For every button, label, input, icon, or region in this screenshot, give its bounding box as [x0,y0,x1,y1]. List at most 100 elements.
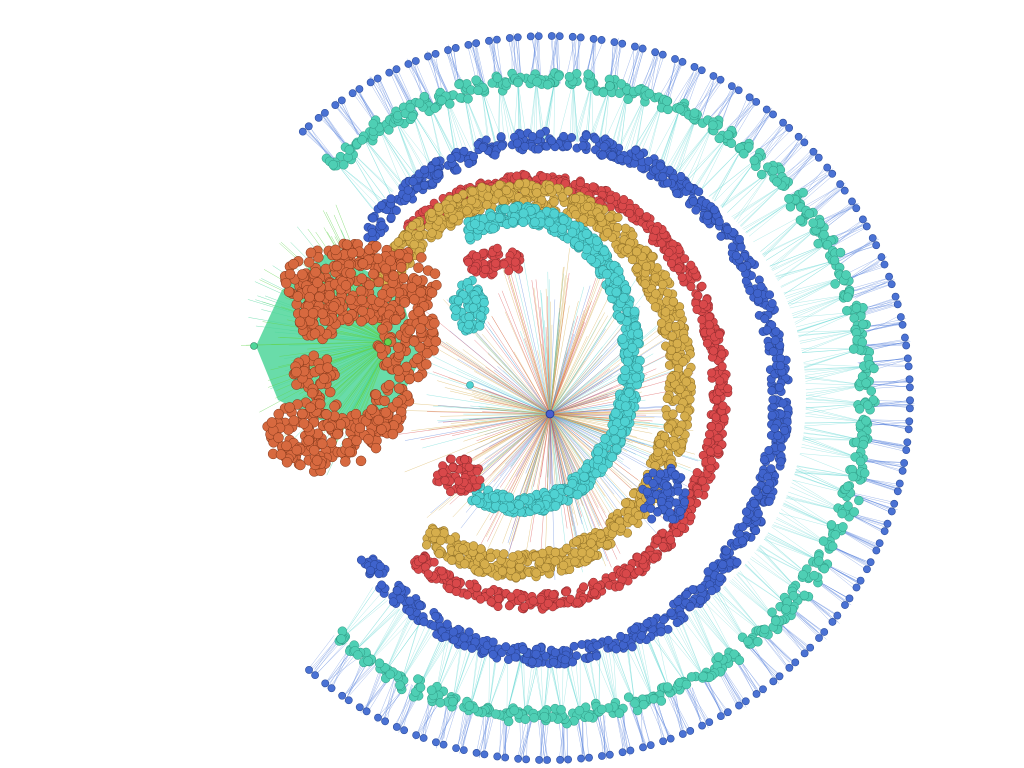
outer-node [452,744,460,753]
ring-edge [771,526,821,562]
outer-node [412,731,421,740]
teal-node [662,96,672,106]
teal-node [854,404,865,414]
ring-edge [684,135,729,180]
teal-node [842,305,852,316]
blue-node [531,649,541,659]
hub-edge [430,413,551,514]
ring-edge [488,649,491,711]
blue-node [567,133,577,142]
outer-node [880,527,889,536]
blue-node [590,134,600,144]
red-node [528,596,538,606]
hub-edge [549,335,588,415]
blue-node [490,150,500,160]
outer-node [373,74,382,83]
ring-edge [624,644,653,699]
spoke-edge [696,82,722,118]
hub-edge [514,257,551,415]
outer-node [659,737,668,746]
ring-edge [354,606,397,651]
ring-edge [800,330,859,344]
blue-node [459,633,469,643]
hub-edge [549,299,556,415]
outer-node [513,33,522,42]
red-node [465,579,475,589]
ring-edge [668,116,697,170]
hub-edge [537,350,551,415]
blue-node [568,657,578,667]
teal-node [808,218,818,228]
ring-edge [470,648,488,707]
blue-node [431,157,441,167]
hub-edge [549,309,585,415]
ring-edge [572,80,574,142]
blue-node [563,141,573,151]
spoke-edge [723,669,746,702]
teal-node [492,73,503,83]
outer-node [337,96,346,105]
ring-edge [369,608,400,662]
hub-edge [549,413,574,526]
teal-node [842,292,853,303]
ring-edge [354,603,392,651]
hub-edge [540,413,551,556]
hub-edge [481,333,551,415]
ring-edge [645,636,670,692]
spoke-edge [669,691,691,730]
hub-edge [477,413,551,480]
blue-node [478,143,488,152]
ring-edge [798,312,855,338]
outer-node [815,634,823,642]
outer-node [709,72,718,80]
ring-edge [765,535,821,562]
hub-edge [487,413,551,542]
outer-node [686,727,695,735]
red-node [561,587,571,597]
ring-edge [700,146,744,191]
outer-node [716,75,725,84]
hub-edge [549,413,633,487]
ring-edge [804,366,865,373]
hub-edge [549,286,615,415]
hub-edge [449,390,551,415]
outer-node [872,241,881,250]
ring-edge [802,437,861,459]
ring-edge [575,82,592,142]
outer-node [863,565,871,574]
hub-edge [498,256,551,415]
ring-edge [762,228,818,256]
teal-node [814,556,824,566]
red-node [451,587,461,597]
ring-edge [661,629,687,685]
red-node [698,299,708,309]
spoke-edge [346,664,376,694]
teal-node [822,240,833,250]
hub-edge [478,413,551,487]
ring-edge [804,366,865,370]
blue-node [770,423,780,433]
teal-node [556,704,566,715]
blue-node [721,546,731,556]
ring-edge [401,621,420,681]
outer-node [658,50,667,59]
teal-node [855,456,866,467]
ring-edge [713,595,763,633]
outer-node [769,677,778,686]
spoke-edge [850,514,887,532]
blue-node [386,194,396,204]
hub-edge [507,413,551,544]
outer-node [576,33,585,42]
blue-node [464,159,474,169]
ring-edge [805,406,866,423]
blue-node [592,640,602,650]
outer-node [464,40,473,49]
blue-node [694,187,704,197]
spoke-edge [540,714,543,763]
outer-node [366,78,375,87]
teal-node [407,111,418,122]
blue-node [703,210,713,220]
hub-edge [524,413,551,561]
teal-node [584,712,594,722]
ring-edge [577,82,592,142]
